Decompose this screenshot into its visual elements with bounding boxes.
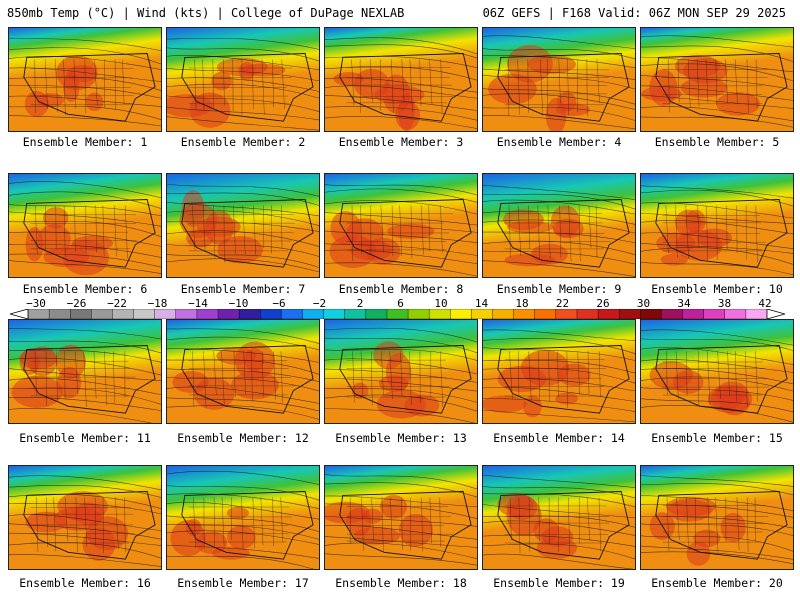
colorbar-cell <box>281 309 303 319</box>
colorbar-cell <box>555 309 578 319</box>
colorbar-cell <box>70 309 92 319</box>
colorbar-cell <box>175 309 198 319</box>
colorbar-cell <box>724 309 747 319</box>
ensemble-member-label: Ensemble Member: 19 <box>493 576 625 590</box>
colorbar-cell <box>450 309 472 319</box>
colorbar-tick-label: 38 <box>717 297 732 310</box>
ensemble-member-label: Ensemble Member: 18 <box>335 576 467 590</box>
colorbar-cell <box>217 309 240 319</box>
colorbar-cell <box>703 309 726 319</box>
colorbar-tick-label: −14 <box>188 297 208 310</box>
colorbar-tick-label: 2 <box>356 297 364 310</box>
ensemble-member-label: Ensemble Member: 6 <box>22 282 148 296</box>
colorbar-tick-label: −30 <box>26 297 46 310</box>
colorbar-tick-label: −18 <box>147 297 168 310</box>
colorbar-cell <box>597 309 620 319</box>
ensemble-map-panel <box>482 319 636 424</box>
ensemble-map-panel <box>166 319 320 424</box>
colorbar-tick-label: −6 <box>272 297 286 310</box>
ensemble-member-label: Ensemble Member: 14 <box>493 431 625 445</box>
ensemble-map-panel <box>482 27 636 132</box>
ensemble-map-panel <box>640 27 794 132</box>
colorbar-cell <box>48 309 71 319</box>
ensemble-member-label: Ensemble Member: 17 <box>177 576 309 590</box>
colorbar-tick-label: 26 <box>596 297 610 310</box>
colorbar-cell <box>344 309 367 319</box>
ensemble-map-panel <box>166 27 320 132</box>
colorbar-cell <box>471 309 494 319</box>
ensemble-member-label: Ensemble Member: 20 <box>651 576 783 590</box>
colorbar-cell <box>534 309 557 319</box>
colorbar-cell <box>682 309 705 319</box>
ensemble-member-label: Ensemble Member: 7 <box>180 282 306 296</box>
colorbar-cell <box>323 309 346 319</box>
ensemble-map-panel <box>640 319 794 424</box>
colorbar-tick-label: 34 <box>677 297 691 310</box>
colorbar-cell <box>133 309 156 319</box>
colorbar-tick-label: 10 <box>434 297 448 310</box>
ensemble-member-label: Ensemble Member: 11 <box>19 431 151 445</box>
ensemble-map-panel <box>8 27 162 132</box>
colorbar-cell <box>196 309 219 319</box>
colorbar-cell <box>492 309 515 319</box>
colorbar-tick-label: 22 <box>555 297 570 310</box>
ensemble-map-panel <box>482 173 636 278</box>
colorbar-cell <box>428 309 451 319</box>
colorbar-cell <box>154 309 177 319</box>
ensemble-map-panel <box>324 319 478 424</box>
colorbar-cell <box>407 309 430 319</box>
colorbar-cell <box>238 309 261 319</box>
colorbar-cell <box>745 309 768 319</box>
ensemble-map-panel <box>8 465 162 570</box>
colorbar-cell <box>619 309 641 319</box>
ensemble-map-panel <box>8 173 162 278</box>
ensemble-map-panel <box>324 465 478 570</box>
ensemble-map-panel <box>166 173 320 278</box>
ensemble-map-panel <box>166 465 320 570</box>
colorbar-tick-label: 14 <box>474 297 489 310</box>
chart-title: 850mb Temp (°C) | Wind (kts) | College o… <box>7 6 405 20</box>
ensemble-member-label: Ensemble Member: 9 <box>496 282 622 296</box>
ensemble-member-label: Ensemble Member: 3 <box>338 135 464 149</box>
ensemble-member-label: Ensemble Member: 2 <box>180 135 306 149</box>
ensemble-member-label: Ensemble Member: 5 <box>654 135 780 149</box>
colorbar-cell <box>302 309 325 319</box>
colorbar-cell <box>365 309 388 319</box>
ensemble-member-label: Ensemble Member: 1 <box>22 135 148 149</box>
colorbar-tick-label: −2 <box>312 297 327 310</box>
colorbar-cell <box>576 309 599 319</box>
ensemble-map-panel <box>8 319 162 424</box>
temperature-colorbar <box>10 309 785 319</box>
ensemble-member-label: Ensemble Member: 16 <box>19 576 151 590</box>
ensemble-member-label: Ensemble Member: 8 <box>338 282 464 296</box>
colorbar-cell <box>661 309 684 319</box>
ensemble-map-panel <box>482 465 636 570</box>
colorbar-tick-label: 6 <box>397 297 404 310</box>
ensemble-member-label: Ensemble Member: 13 <box>335 431 467 445</box>
ensemble-member-label: Ensemble Member: 15 <box>651 431 783 445</box>
colorbar-tick-label: −22 <box>107 297 127 310</box>
ensemble-map-panel <box>324 27 478 132</box>
colorbar-cell <box>386 309 409 319</box>
colorbar-cell <box>513 309 536 319</box>
colorbar-tick-label: 18 <box>515 297 529 310</box>
ensemble-map-panel <box>640 465 794 570</box>
colorbar-tick-label: 42 <box>758 297 772 310</box>
colorbar-cell <box>260 309 282 319</box>
colorbar-cell <box>27 309 50 319</box>
colorbar-cell <box>640 309 662 319</box>
ensemble-map-panel <box>640 173 794 278</box>
ensemble-map-panel <box>324 173 478 278</box>
colorbar-cell <box>91 309 113 319</box>
colorbar-tick-label: −10 <box>228 297 249 310</box>
ensemble-member-label: Ensemble Member: 12 <box>177 431 309 445</box>
ensemble-member-label: Ensemble Member: 10 <box>651 282 783 296</box>
colorbar-tick-label: 30 <box>636 297 651 310</box>
ensemble-member-label: Ensemble Member: 4 <box>496 135 622 149</box>
colorbar-cell <box>112 309 135 319</box>
run-valid-time: 06Z GEFS | F168 Valid: 06Z MON SEP 29 20… <box>482 6 786 20</box>
colorbar-tick-label: −26 <box>66 297 87 310</box>
